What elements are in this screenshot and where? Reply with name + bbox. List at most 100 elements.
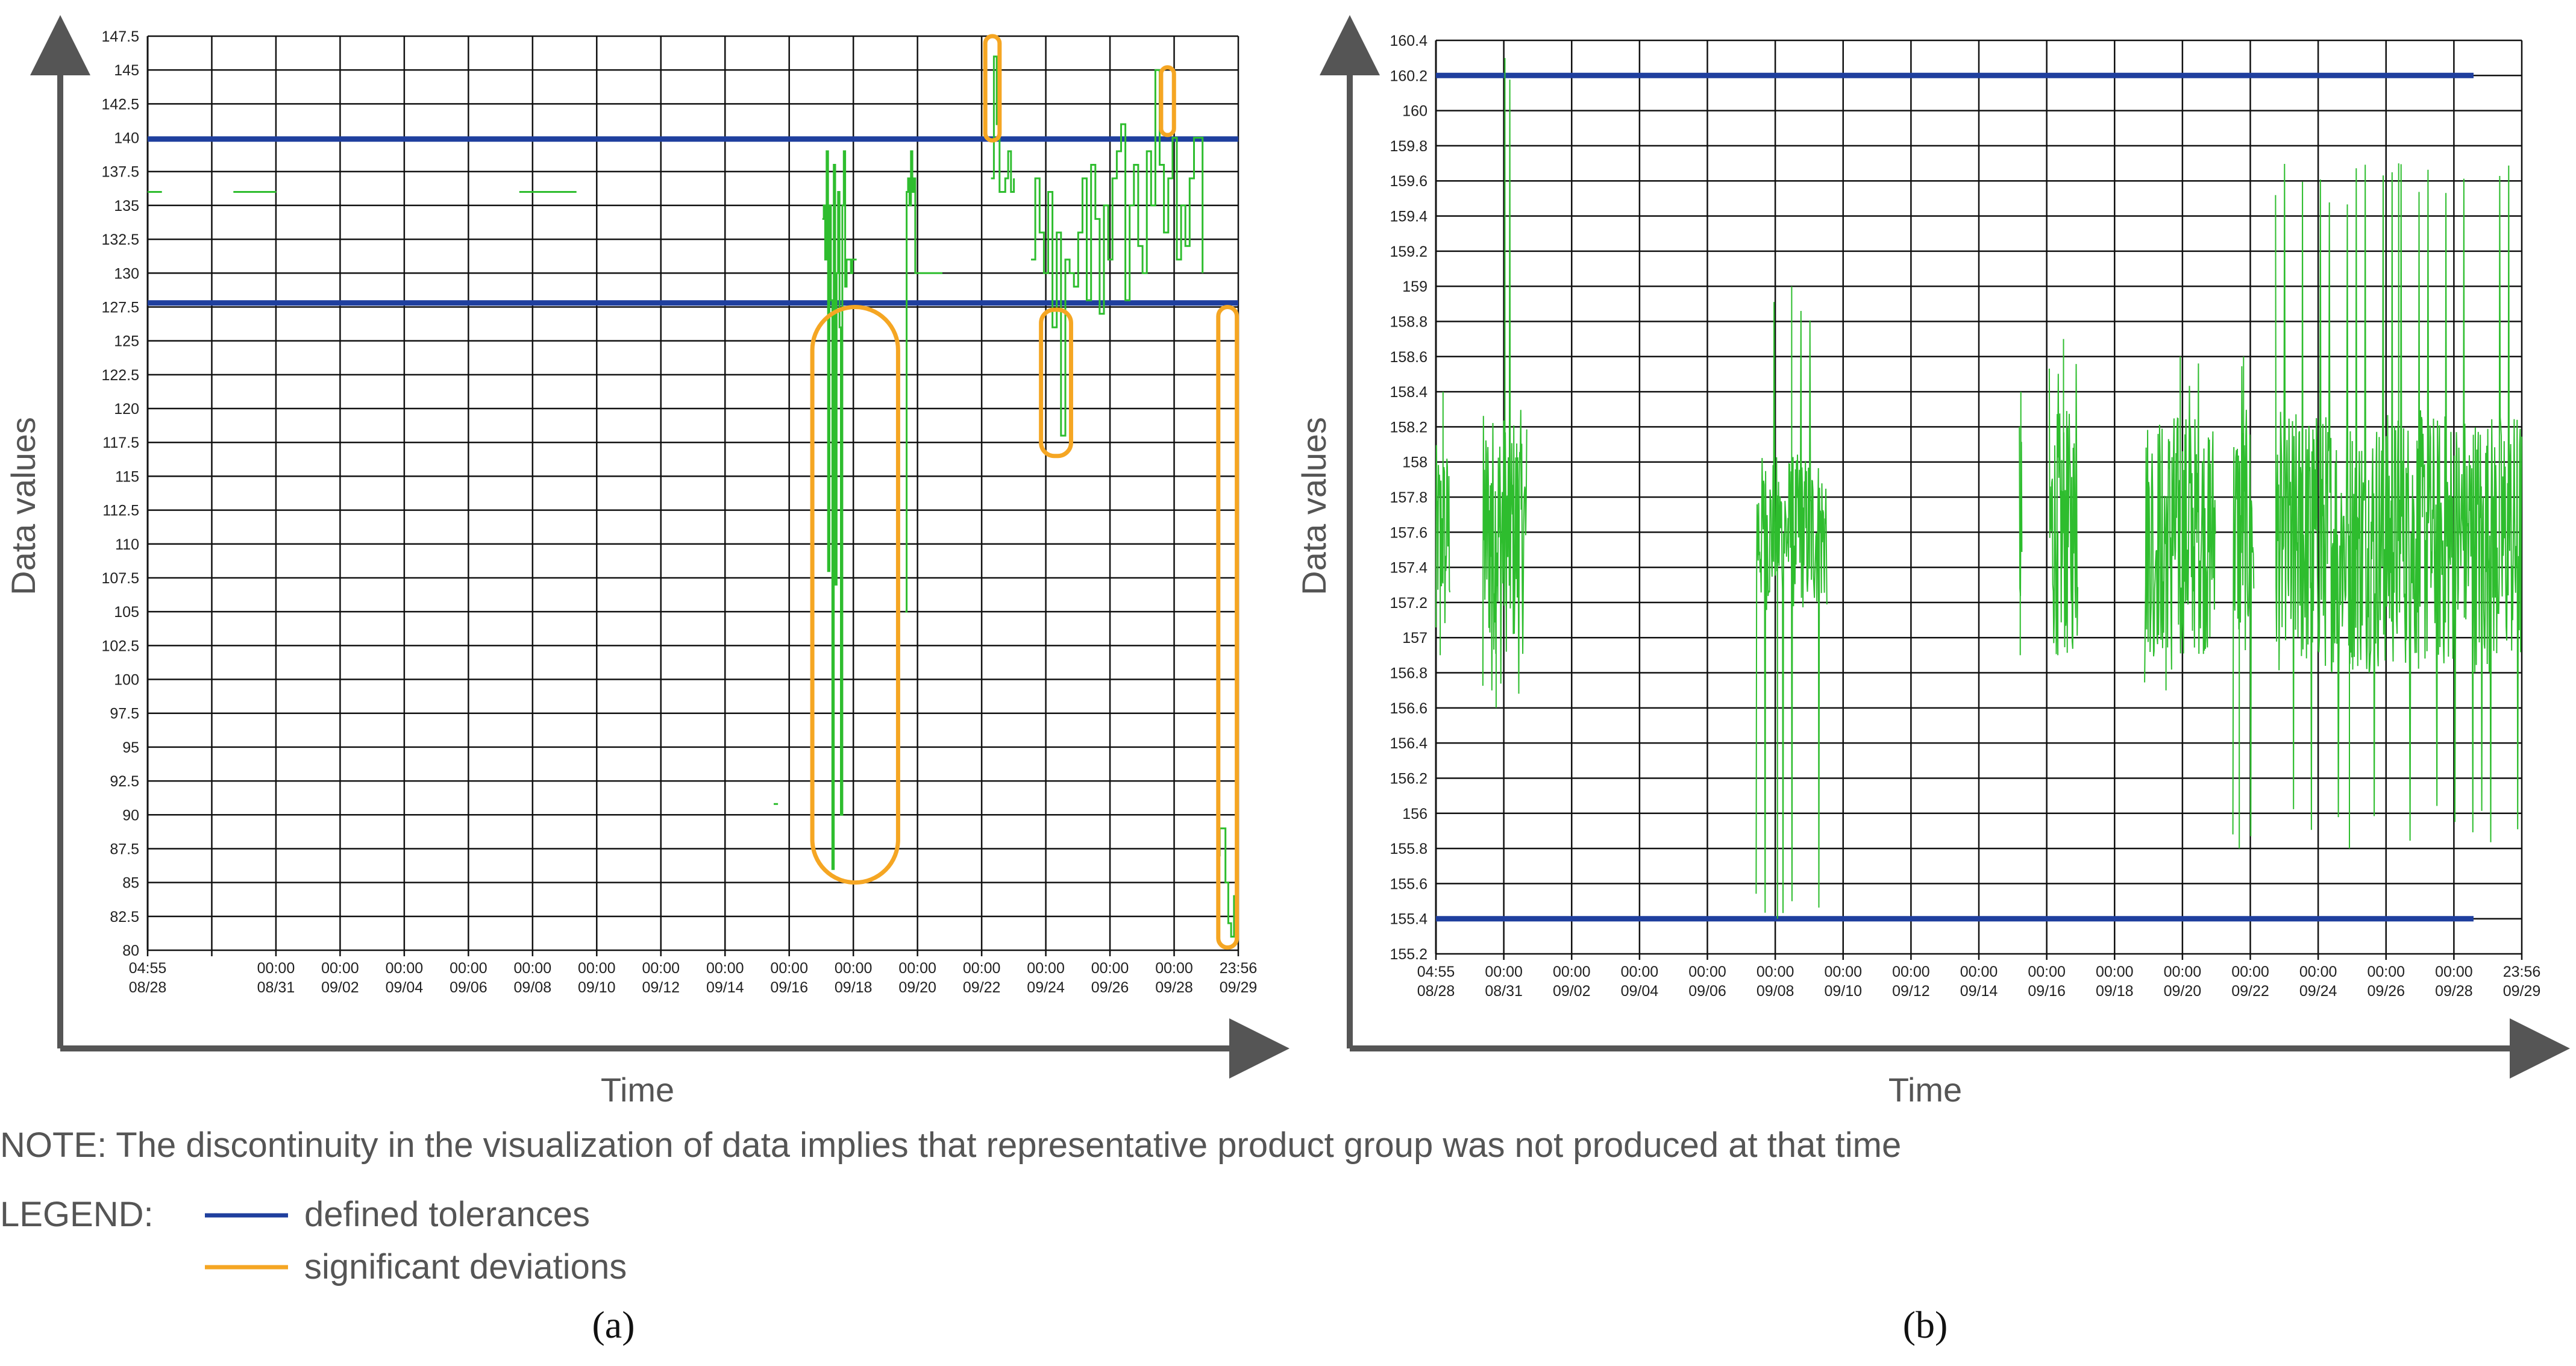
x-tick-time: 00:00 (2164, 963, 2202, 980)
chart-panel-b: 155.2 155.4 155.6 155.8 156 156.2 156.4 156.6 15… (1295, 15, 2570, 1346)
y-tick-label: 82.5 (110, 909, 139, 926)
y-tick-label: 125 (114, 333, 139, 350)
chart-panel-a: 80 82.5 85 87.5 90 92.5 95 97.5 100 102.5 105 107.5… (4, 15, 1290, 1346)
data-series (905, 150, 942, 613)
x-tick-date: 09/28 (1155, 979, 1193, 996)
y-tick-label: 158.2 (1390, 419, 1427, 436)
data-series (1031, 69, 1204, 437)
x-tick-time: 23:56 (1220, 960, 1258, 977)
panel-b-x-axis-title: Time (1888, 1071, 1962, 1109)
y-tick-label: 158 (1402, 454, 1427, 471)
x-tick-time: 00:00 (2299, 963, 2337, 980)
x-tick-time: 00:00 (1688, 963, 1726, 980)
x-tick-time: 00:00 (1155, 960, 1193, 977)
x-tick-time: 00:00 (2367, 963, 2405, 980)
panel-a-series (148, 55, 1238, 938)
x-tick-time: 00:00 (770, 960, 808, 977)
data-series (822, 150, 857, 870)
x-tick-date: 09/10 (1824, 983, 1862, 1000)
x-tick-time: 04:55 (1417, 963, 1455, 980)
x-tick-time: 00:00 (1027, 960, 1065, 977)
data-series (1435, 392, 1451, 656)
x-tick-time: 00:00 (1892, 963, 1930, 980)
y-tick-label: 155.4 (1390, 911, 1427, 928)
data-series (2144, 356, 2216, 691)
x-tick-time: 00:00 (1621, 963, 1659, 980)
x-tick-date: 09/02 (321, 979, 359, 996)
y-tick-label: 85 (122, 875, 139, 892)
x-tick-date: 09/06 (450, 979, 487, 996)
panel-b-series (1435, 58, 2522, 919)
deviation-highlight (1039, 307, 1073, 459)
panel-a-label: (a) (592, 1303, 635, 1346)
x-tick-date: 09/28 (2435, 983, 2473, 1000)
x-tick-date: 09/26 (2367, 983, 2405, 1000)
x-tick-time: 00:00 (578, 960, 616, 977)
y-tick-label: 90 (122, 807, 139, 824)
x-tick-date: 09/06 (1688, 983, 1726, 1000)
x-tick-time: 00:00 (1960, 963, 1998, 980)
x-tick-date: 09/14 (1960, 983, 1998, 1000)
x-tick-date: 08/31 (257, 979, 295, 996)
note-text: NOTE: The discontinuity in the visualiza… (0, 1126, 1901, 1165)
x-tick-date: 09/22 (963, 979, 1001, 996)
y-tick-label: 112.5 (102, 503, 139, 519)
y-tick-label: 145 (114, 62, 139, 79)
x-tick-time: 00:00 (2028, 963, 2066, 980)
y-tick-label: 157.2 (1390, 595, 1427, 612)
y-tick-label: 135 (114, 198, 139, 215)
y-tick-label: 115 (115, 468, 139, 485)
y-tick-label: 155.6 (1390, 876, 1427, 892)
x-tick-time: 00:00 (386, 960, 424, 977)
y-tick-label: 156.4 (1390, 735, 1427, 752)
y-tick-label: 156.6 (1390, 700, 1427, 717)
y-tick-label: 157 (1402, 630, 1427, 647)
y-tick-label: 105 (114, 604, 139, 621)
x-tick-date: 09/14 (706, 979, 744, 996)
x-tick-date: 09/10 (578, 979, 616, 996)
x-tick-date: 09/16 (770, 979, 808, 996)
x-tick-time: 00:00 (514, 960, 552, 977)
x-tick-date: 09/02 (1553, 983, 1591, 1000)
x-tick-date: 09/16 (2028, 983, 2066, 1000)
data-series (991, 55, 1015, 193)
y-tick-label: 159.4 (1390, 208, 1427, 225)
legend-deviation-label: significant deviations (304, 1247, 627, 1286)
y-tick-label: 127.5 (101, 299, 139, 316)
y-tick-label: 158.4 (1390, 384, 1427, 401)
x-tick-time: 00:00 (1553, 963, 1591, 980)
deviation-highlight (810, 304, 900, 885)
x-tick-time: 00:00 (2435, 963, 2473, 980)
x-tick-time: 00:00 (2231, 963, 2269, 980)
panel-b-y-axis-title: Data values (1295, 417, 1333, 595)
x-tick-time: 00:00 (1485, 963, 1523, 980)
panel-a-x-ticks: 04:55 08/28 00:00 08/31 00:00 09/02 00:00 09/04… (129, 960, 1258, 996)
y-tick-label: 122.5 (101, 367, 139, 384)
x-tick-date: 09/12 (642, 979, 680, 996)
x-tick-date: 09/24 (1027, 979, 1065, 996)
data-series (1482, 58, 1528, 708)
panel-b-y-ticks: 155.2 155.4 155.6 155.8 156 156.2 156.4 156.6 15… (1390, 33, 1427, 963)
panel-a-grid (146, 35, 1239, 956)
y-tick-label: 160.2 (1390, 67, 1427, 84)
y-tick-label: 155.8 (1390, 841, 1427, 857)
y-tick-label: 110 (115, 536, 139, 553)
y-tick-label: 87.5 (110, 841, 139, 857)
y-tick-label: 100 (114, 672, 139, 689)
x-tick-time: 00:00 (1824, 963, 1862, 980)
x-tick-time: 00:00 (1091, 960, 1129, 977)
data-series (2048, 339, 2078, 656)
y-tick-label: 92.5 (110, 773, 139, 790)
y-tick-label: 140 (114, 130, 139, 147)
x-tick-time: 00:00 (963, 960, 1001, 977)
legend-tolerance-label: defined tolerances (304, 1195, 590, 1234)
x-tick-time: 00:00 (835, 960, 873, 977)
y-tick-label: 80 (122, 942, 139, 959)
x-tick-time: 23:56 (2503, 963, 2541, 980)
y-tick-label: 147.5 (101, 28, 139, 45)
y-tick-label: 107.5 (101, 570, 139, 587)
x-tick-date: 08/31 (1485, 983, 1523, 1000)
x-tick-date: 09/29 (2503, 983, 2541, 1000)
data-series (2232, 356, 2255, 849)
